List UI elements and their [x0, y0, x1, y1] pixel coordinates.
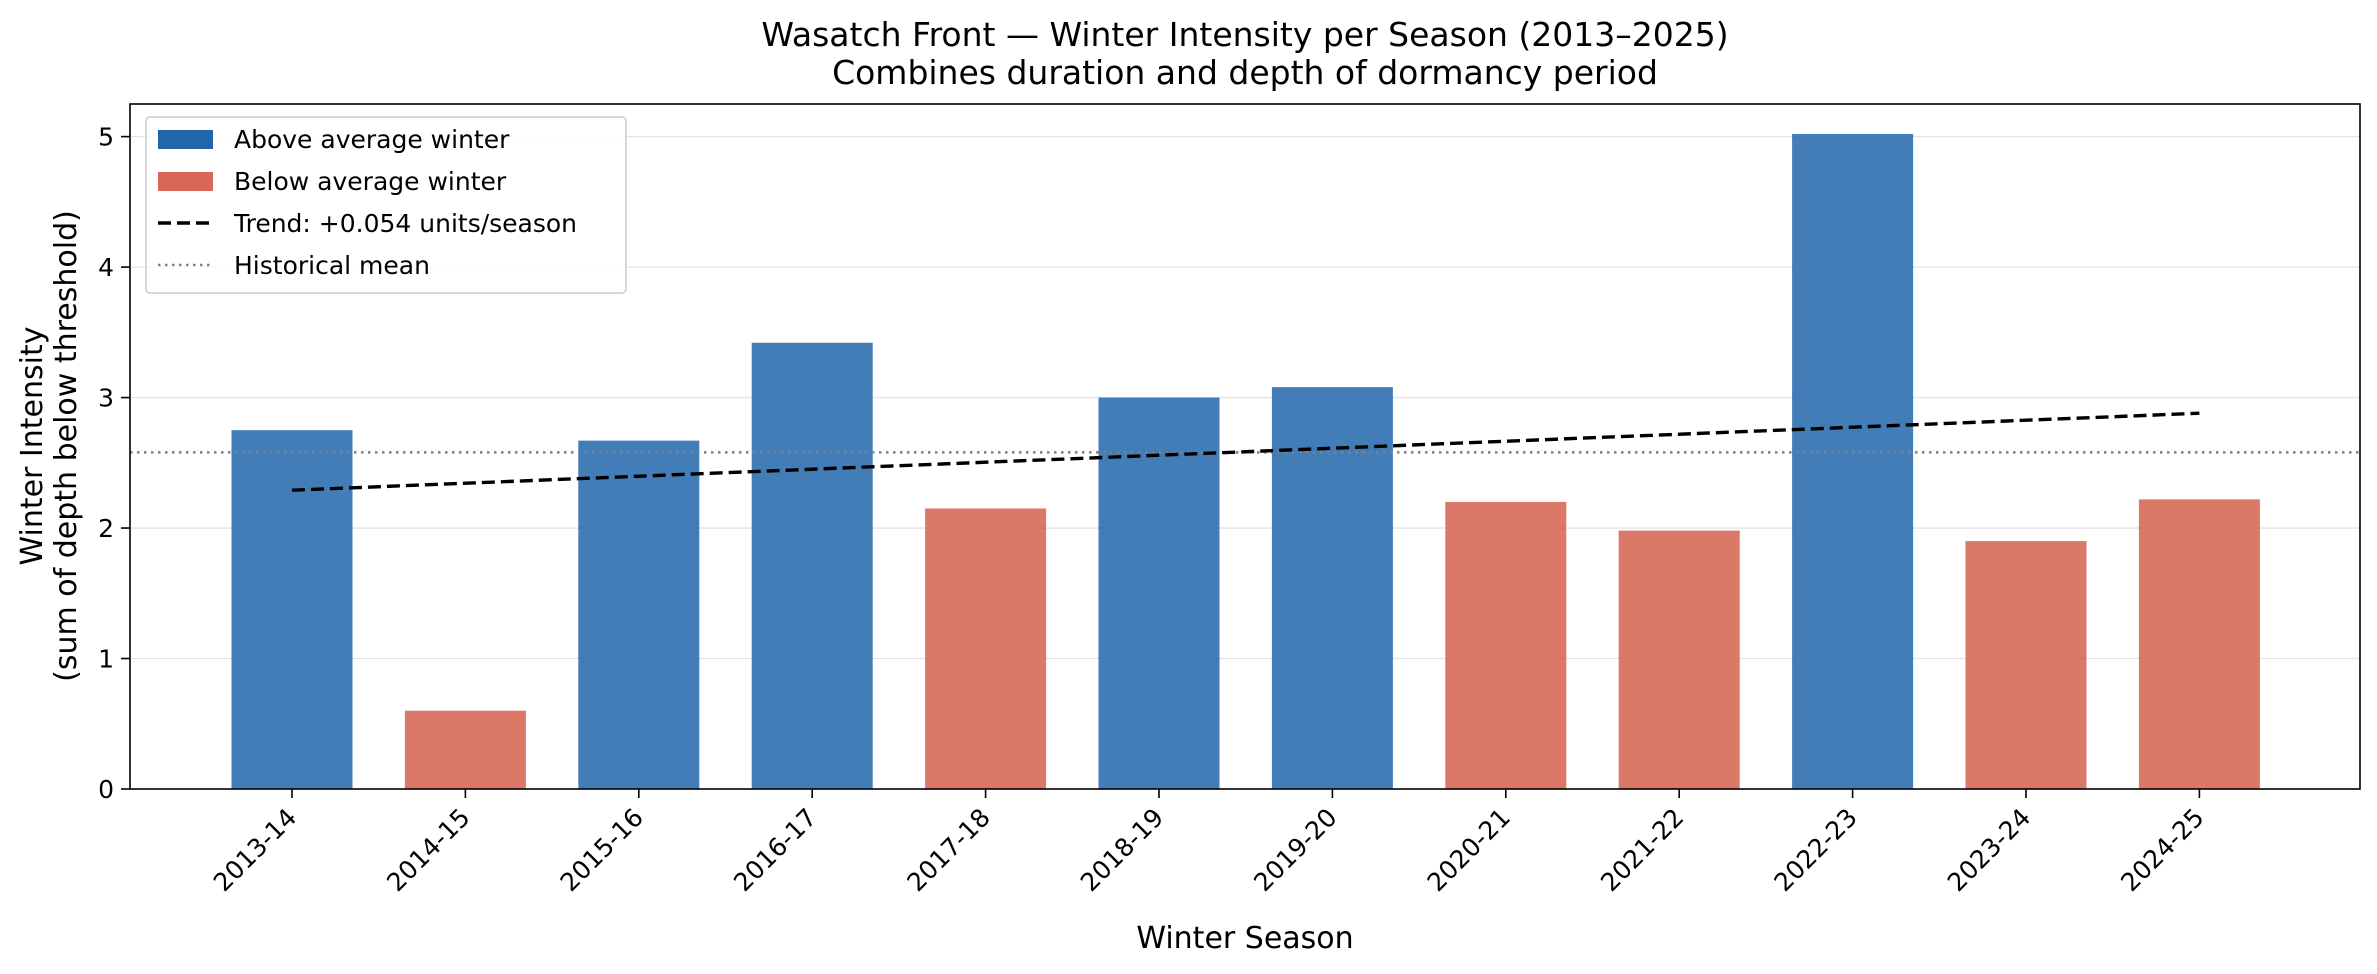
plot-frame: [129, 103, 2361, 790]
x-axis-label: Winter Season: [1136, 921, 1353, 956]
bar: [231, 430, 353, 789]
legend: Above average winter Below average winter…: [145, 116, 627, 294]
x-tick-label: 2014-15: [381, 803, 475, 897]
legend-label: Historical mean: [234, 251, 430, 280]
bars: [231, 134, 2260, 789]
y-tick-label: 3: [98, 384, 114, 413]
x-tick-label: 2016-17: [728, 803, 822, 897]
y-tick-label: 0: [98, 775, 114, 804]
x-tick-label: 2024-25: [2115, 803, 2209, 897]
legend-box: [145, 116, 627, 294]
legend-label: Above average winter: [234, 125, 510, 154]
bar: [925, 508, 1047, 789]
x-tick-label: 2017-18: [901, 803, 995, 897]
legend-label: Below average winter: [234, 167, 507, 196]
bar: [751, 342, 873, 789]
bar: [1445, 501, 1567, 789]
chart-title: Wasatch Front — Winter Intensity per Sea…: [761, 15, 1728, 54]
trend-line: [291, 411, 2200, 492]
bar: [1618, 530, 1740, 789]
y-tick-label: 4: [98, 253, 114, 282]
bar: [578, 440, 700, 789]
y-axis-label-line-2: (sum of depth below threshold): [49, 210, 84, 682]
y-axis-label-line-1: Winter Intensity: [15, 326, 50, 565]
bar: [1792, 134, 1914, 789]
legend-swatch: [158, 172, 213, 191]
bar: [1271, 387, 1393, 789]
x-tick-label: 2013-14: [208, 803, 302, 897]
legend-swatch: [158, 130, 213, 149]
chart-subtitle: Combines duration and depth of dormancy …: [832, 53, 1658, 92]
x-tick-label: 2018-19: [1075, 803, 1169, 897]
y-tick-label: 2: [98, 514, 114, 543]
reference-lines: [130, 411, 2360, 492]
y-axis-label: Winter Intensity (sum of depth below thr…: [15, 210, 84, 682]
bar: [404, 710, 526, 789]
x-tick-label: 2022-23: [1768, 803, 1862, 897]
x-tick-label: 2019-20: [1248, 803, 1342, 897]
y-tick-label: 1: [98, 645, 114, 674]
bar: [1965, 541, 2087, 789]
x-tick-label: 2020-21: [1422, 803, 1516, 897]
legend-label: Trend: +0.054 units/season: [233, 209, 577, 238]
bar: [1098, 397, 1220, 789]
x-axis-ticks: 2013-14 2014-15 2015-16 2016-17 2017-18 2018-…: [208, 789, 2210, 897]
bar: [2138, 499, 2260, 789]
x-tick-label: 2015-16: [555, 803, 649, 897]
y-tick-label: 5: [98, 123, 114, 152]
x-tick-label: 2021-22: [1595, 803, 1689, 897]
x-tick-label: 2023-24: [1942, 803, 2036, 897]
y-axis-ticks: 0 1 2 3 4 5: [98, 123, 130, 804]
